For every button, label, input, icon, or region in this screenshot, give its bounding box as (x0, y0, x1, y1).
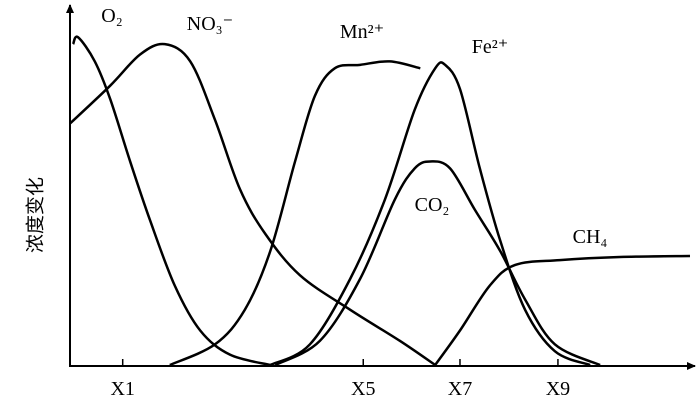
x-tick-label: X1 (110, 378, 134, 400)
x-tick-label: X7 (448, 378, 472, 400)
curve-label: O₂ (101, 5, 122, 27)
curve-label: NO₃⁻ (187, 13, 233, 35)
curve (269, 61, 591, 367)
curve-label: CO₂ (415, 194, 450, 216)
curve (274, 160, 601, 367)
curve (169, 60, 421, 367)
curve-label: Mn²⁺ (340, 21, 384, 43)
x-tick-label: X9 (546, 378, 570, 400)
curve (434, 254, 691, 366)
curve-label: Fe²⁺ (472, 36, 509, 58)
curve (71, 35, 271, 367)
y-axis-label: 浓度变化 (25, 177, 47, 253)
curve (69, 42, 436, 367)
curve-label: CH₄ (573, 226, 608, 248)
x-tick-label: X5 (351, 378, 375, 400)
